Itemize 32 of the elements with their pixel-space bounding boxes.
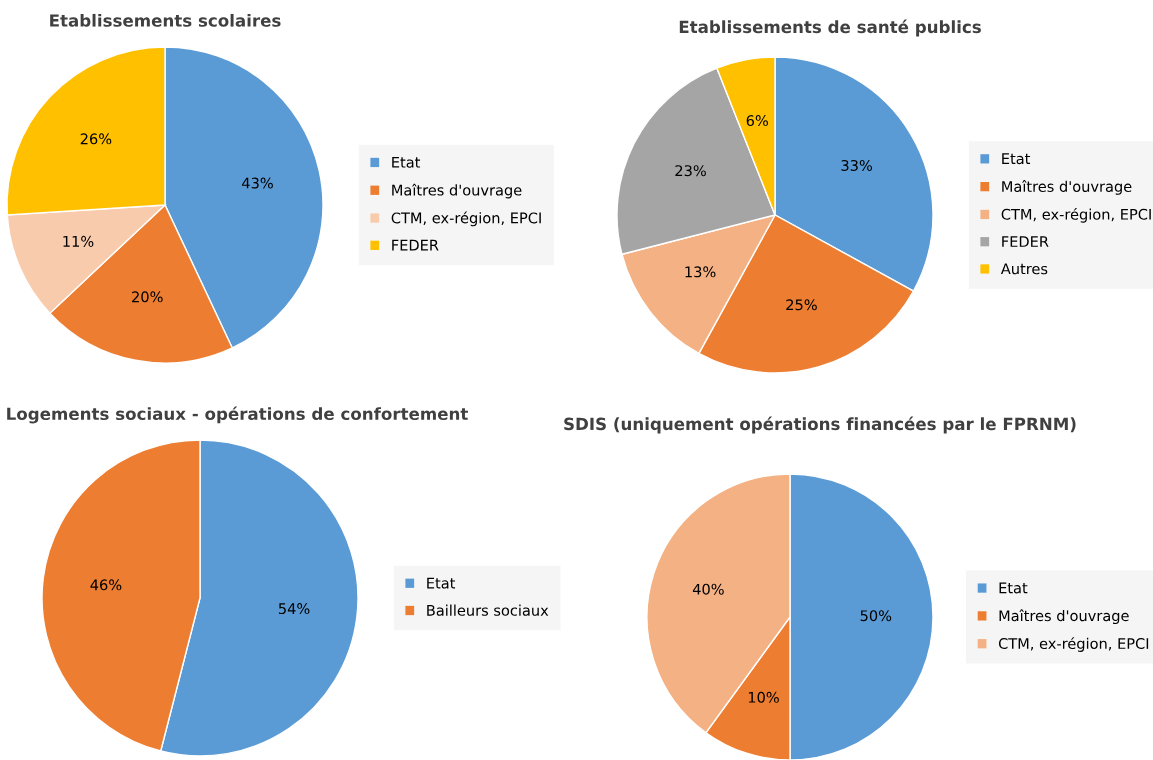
chart-title: SDIS (uniquement opérations financées par le FPRNM) [564, 416, 1076, 434]
legend-label: Maîtres d'ouvrage [392, 183, 522, 199]
legend-label: CTM, ex-région, EPCI [391, 211, 541, 227]
legend-label: Maîtres d'ouvrage [1002, 180, 1132, 195]
legend-label: CTM, ex-région, EPCI [1001, 207, 1151, 223]
legend-label: Bailleurs sociaux [427, 604, 549, 616]
data-label: 20% [132, 291, 163, 303]
chart-title: Logements sociaux - opérations de confortement [7, 406, 468, 424]
legend-label: Autres [1000, 263, 1048, 275]
data-label: 6% [746, 115, 768, 127]
legend-label: Etat [392, 156, 421, 168]
legend-label: Etat [1002, 153, 1031, 165]
data-label: 54% [278, 603, 310, 615]
data-label: 13% [685, 266, 716, 278]
chart-title: Etablissements de santé publics [679, 19, 981, 37]
data-label: 11% [63, 235, 94, 247]
legend-label: FEDER [392, 239, 439, 251]
data-label: 23% [675, 165, 706, 177]
data-label: 26% [80, 133, 112, 145]
data-label: 50% [860, 610, 892, 622]
legend-label: CTM, ex-région, EPCI [998, 637, 1149, 652]
legend-label: Etat [427, 577, 456, 589]
data-label: 43% [242, 177, 273, 189]
chart-title: Etablissements scolaires [50, 13, 281, 27]
data-label: 40% [692, 583, 724, 595]
data-label: 25% [786, 299, 817, 311]
legend-label: Maîtres d'ouvrage [999, 609, 1129, 625]
legend-label: FEDER [1002, 236, 1049, 247]
data-label: 33% [841, 159, 872, 171]
legend-label: Etat [999, 582, 1028, 594]
data-label: 46% [90, 579, 122, 591]
data-label: 10% [748, 691, 779, 703]
